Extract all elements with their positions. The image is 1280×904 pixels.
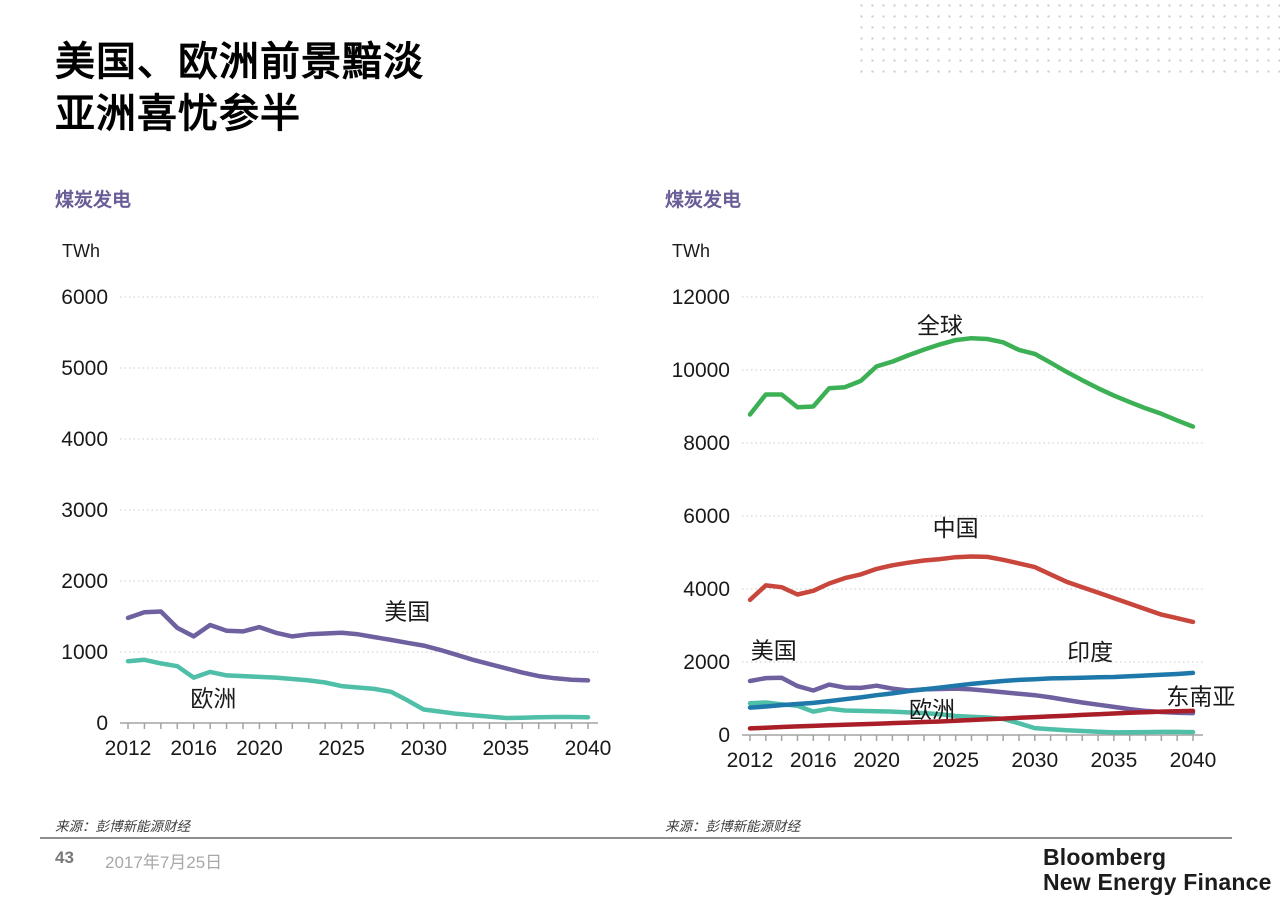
dot-pattern: [856, 0, 1280, 80]
chart-title-left: 煤炭发电: [55, 189, 132, 211]
y-tick-label: 0: [96, 712, 108, 735]
series-line-全球: [747, 335, 1196, 429]
bloomberg-nef-logo: Bloomberg New Energy Finance: [1043, 845, 1272, 895]
chart-world-regions: 煤炭发电 TWh 0 2000 4000 6000 8000 10000 12000 2012…: [650, 185, 1280, 855]
y-tick-label: 5000: [61, 357, 108, 380]
chart-title-right: 煤炭发电: [665, 189, 742, 211]
x-tick-label: 2012: [105, 737, 152, 760]
series-label-美国: 美国: [751, 638, 797, 664]
series-label-欧洲: 欧洲: [909, 697, 955, 723]
page-number: 43: [55, 848, 74, 867]
y-tick-label: 10000: [672, 359, 730, 382]
y-tick-label: 6000: [61, 286, 108, 309]
chart-us-europe: 煤炭发电 TWh 0 1000 2000 3000 4000 5000 6000 2012 20…: [40, 185, 650, 855]
title-line-2: 亚洲喜忧参半: [55, 90, 301, 137]
y-axis-unit-right: TWh: [672, 241, 710, 261]
x-tick-label: 2012: [727, 749, 774, 772]
y-tick-label: 4000: [61, 428, 108, 451]
y-tick-label: 2000: [61, 570, 108, 593]
slide-title: 美国、欧洲前景黯淡 亚洲喜忧参半: [55, 36, 424, 140]
series-line-欧洲: [125, 657, 591, 721]
series-label-中国: 中国: [933, 516, 979, 542]
y-tick-label: 1000: [61, 641, 108, 664]
logo-line-1: Bloomberg: [1043, 844, 1167, 870]
x-tick-label: 2040: [1170, 749, 1217, 772]
source-note-left: 来源：彭博新能源财经: [55, 819, 190, 835]
x-tick-label: 2025: [932, 749, 979, 772]
y-tick-label: 4000: [683, 578, 730, 601]
series-line-欧洲: [747, 700, 1196, 735]
y-tick-label: 6000: [683, 505, 730, 528]
y-tick-label: 2000: [683, 651, 730, 674]
x-tick-label: 2016: [170, 737, 217, 760]
x-tick-label: 2040: [565, 737, 612, 760]
x-tick-label: 2030: [1011, 749, 1058, 772]
series-label-美国: 美国: [384, 599, 430, 625]
series-label-印度: 印度: [1067, 640, 1113, 666]
series-line-美国: [747, 675, 1196, 716]
x-tick-label: 2025: [318, 737, 365, 760]
y-tick-label: 3000: [61, 499, 108, 522]
footer-divider: [40, 837, 1232, 839]
line-chart-us-europe: 0 1000 2000 3000 4000 5000 6000 2012 2016 2020 202…: [61, 286, 612, 760]
x-tick-label: 2020: [853, 749, 900, 772]
x-tick-label: 2035: [482, 737, 529, 760]
series-label-东南亚: 东南亚: [1166, 685, 1235, 711]
x-tick-label: 2016: [790, 749, 837, 772]
series-label-欧洲: 欧洲: [190, 687, 236, 713]
line-chart-world-regions: 0 2000 4000 6000 8000 10000 12000 2012 2016 2020 2…: [672, 286, 1236, 772]
logo-line-2: New Energy Finance: [1043, 869, 1272, 895]
x-tick-label: 2030: [400, 737, 447, 760]
y-tick-label: 12000: [672, 286, 730, 309]
x-tick-label: 2035: [1091, 749, 1138, 772]
series-line-中国: [747, 554, 1196, 625]
series-line-美国: [125, 609, 591, 683]
x-tick-label: 2020: [236, 737, 283, 760]
y-tick-label: 8000: [683, 432, 730, 455]
title-line-1: 美国、欧洲前景黯淡: [55, 38, 424, 85]
y-axis-unit-left: TWh: [62, 241, 100, 261]
series-line-东南亚: [747, 708, 1196, 731]
series-line-印度: [747, 670, 1196, 710]
series-label-全球: 全球: [917, 314, 963, 340]
footer-date: 2017年7月25日: [105, 853, 223, 872]
source-note-right: 来源：彭博新能源财经: [665, 819, 800, 835]
y-tick-label: 0: [718, 724, 730, 747]
